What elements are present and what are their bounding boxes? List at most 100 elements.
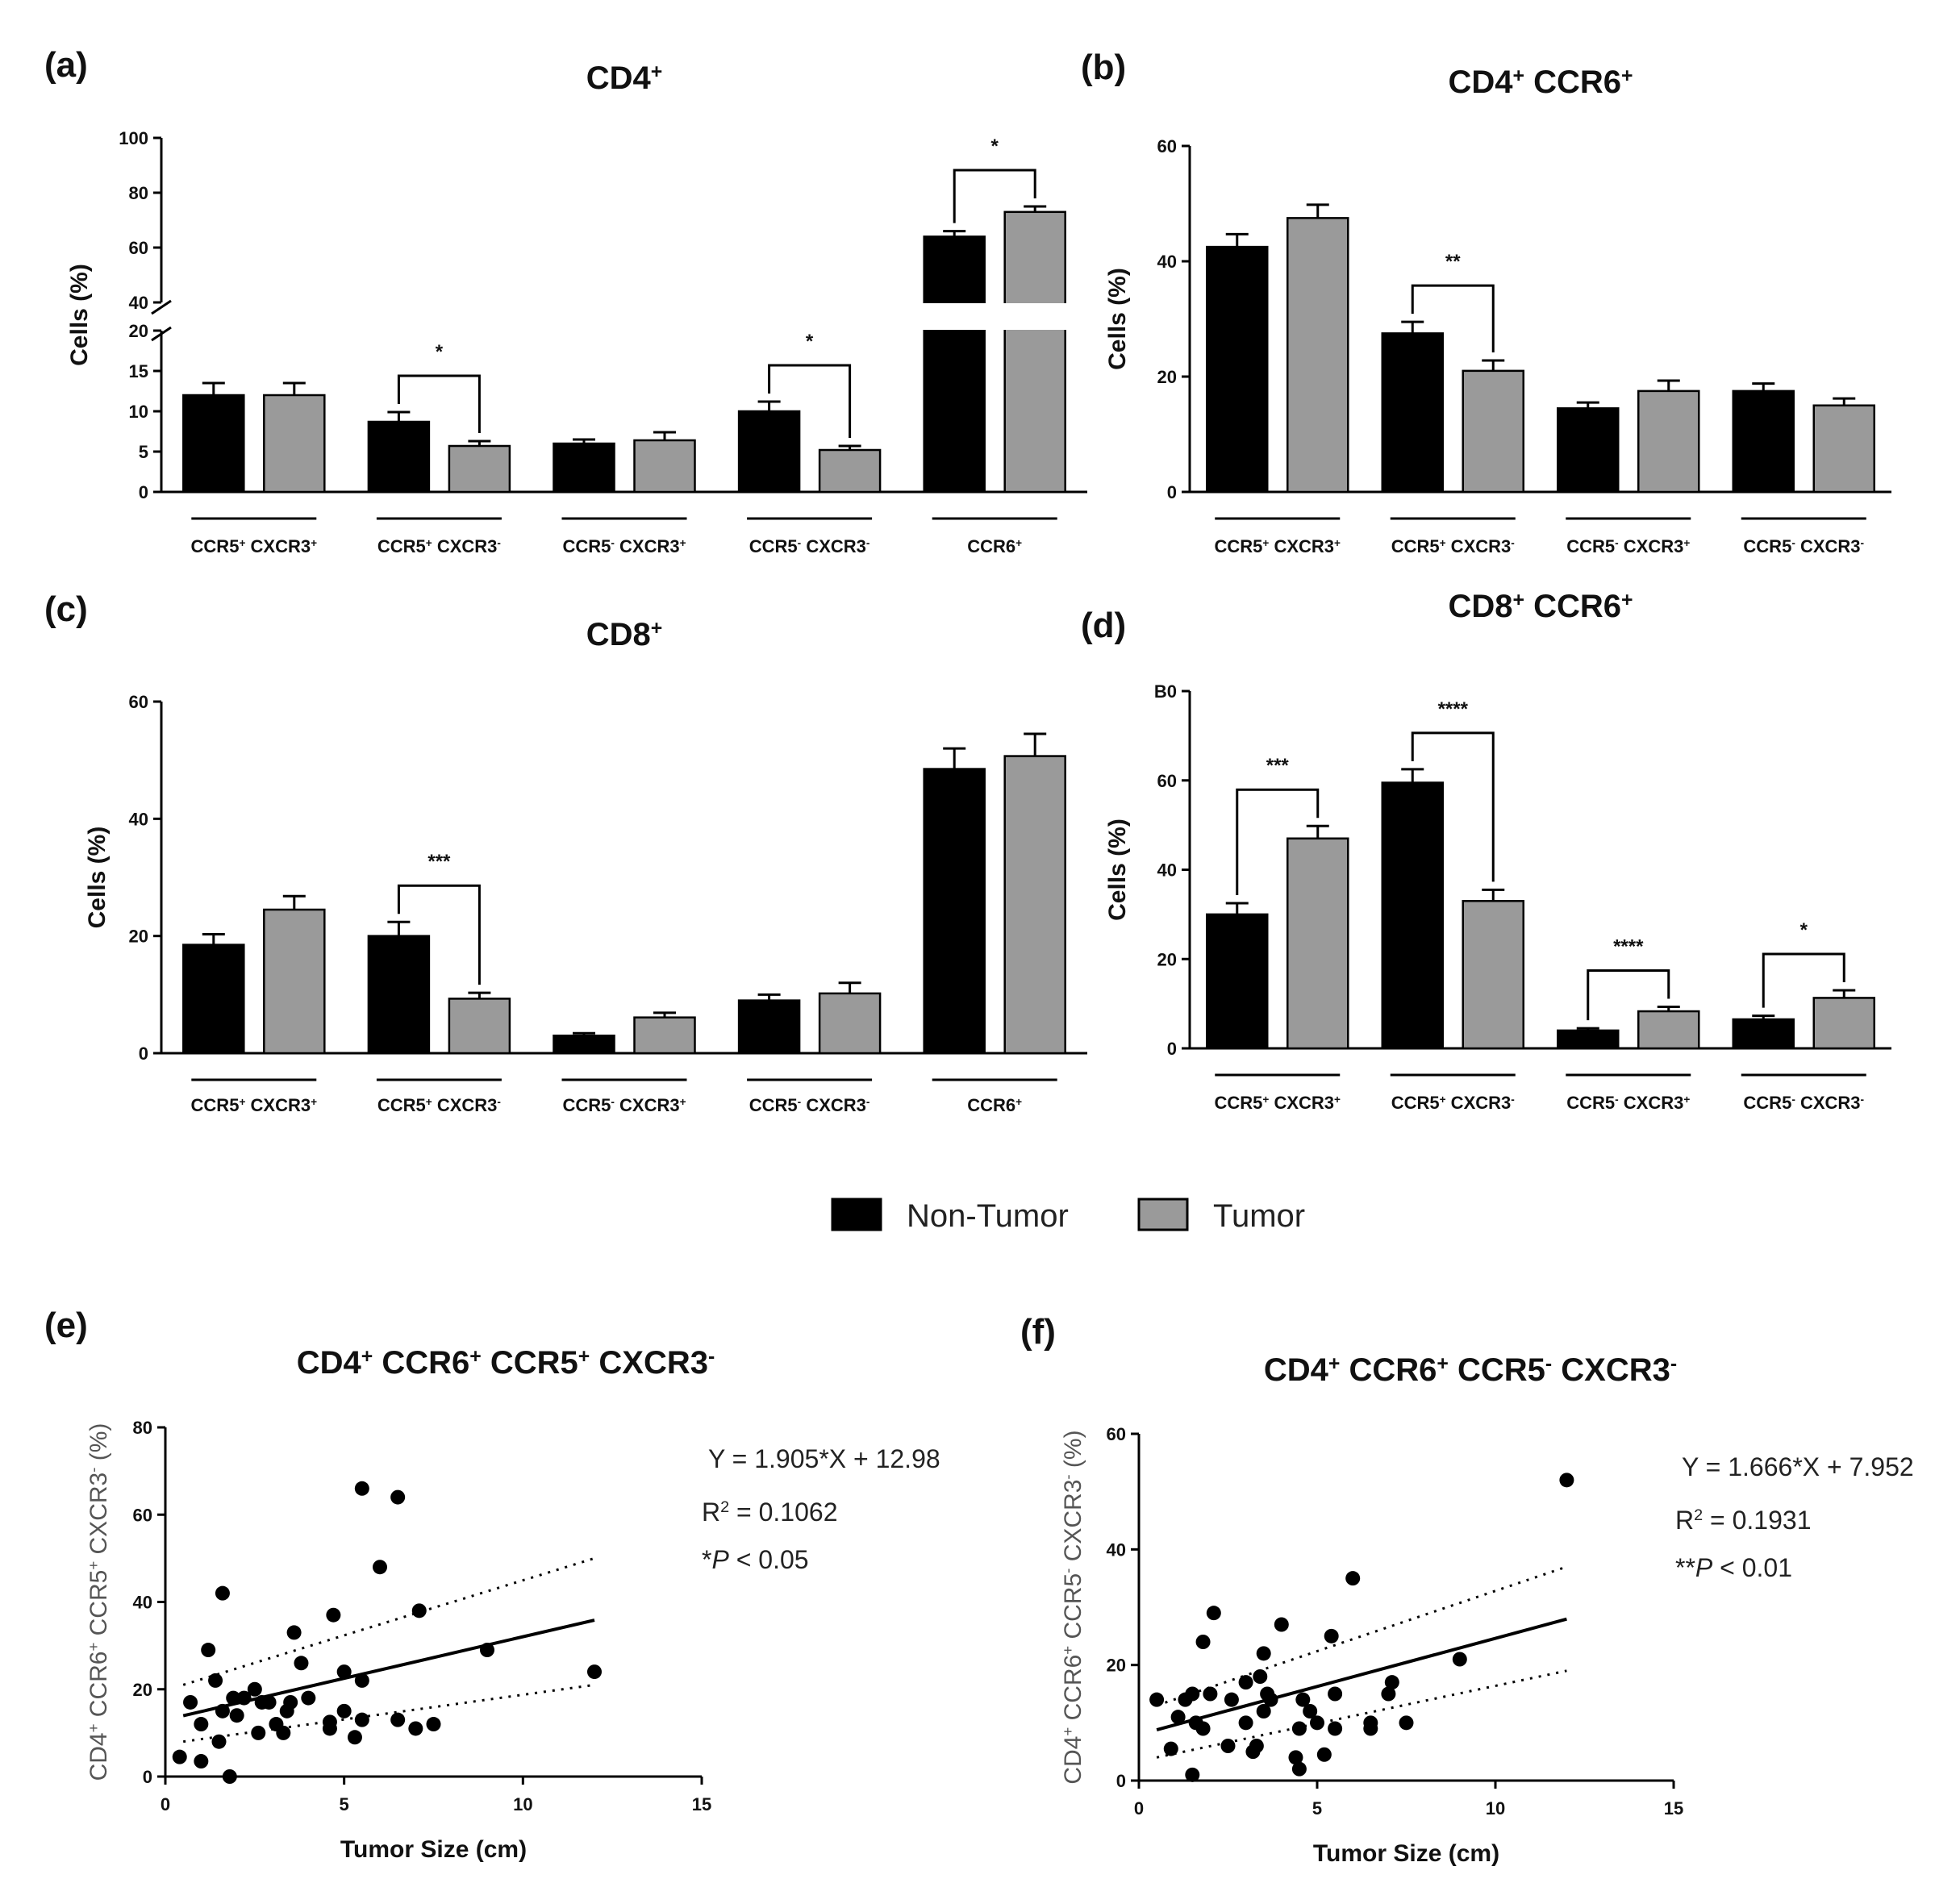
scatter-point [390,1712,406,1727]
scatter-point [1381,1686,1396,1702]
panel-e-y-axis-label-part: CXCR3 [85,1473,112,1561]
group-label-part: CXCR3 [245,1095,311,1115]
scatter-point [1238,1675,1253,1690]
panel-f-y-axis-label-part: CD4 [1060,1736,1086,1785]
group-label-sup: - [866,537,870,549]
panel-f-title-sup: - [1670,1353,1677,1375]
group-label-sup: + [1334,1094,1341,1106]
scatter-point [1203,1686,1218,1702]
y-tick-label: 20 [129,927,148,947]
r2-part: R [702,1498,720,1527]
scatter-point [1345,1571,1361,1586]
scatter-point [201,1643,216,1658]
scatter-point [587,1664,602,1680]
group-label-sup: + [311,1096,317,1108]
scatter-point [247,1681,262,1697]
title-part: CD8 [1448,589,1512,624]
y-tick-label: B0 [1154,681,1177,702]
panel-c-label: (c) [44,589,88,629]
group-label-sup: + [426,1096,432,1108]
scatter-point [1220,1739,1236,1753]
x-tick-label: 5 [1312,1798,1322,1818]
group-label-part: CXCR3 [615,1095,680,1115]
group-label-sup: - [798,1096,802,1108]
p-part: < 0.01 [1712,1553,1792,1582]
group-label-sup: - [611,537,615,549]
group-label-part: CXCR3 [1446,536,1512,556]
group-label-sup: + [1440,537,1446,549]
r2-part: = 0.1931 [1703,1506,1811,1535]
axis-break-gap [920,303,1069,330]
scatter-point [1195,1721,1211,1736]
group-label-part: CXCR3 [432,536,498,556]
panel-e-title-sup: + [361,1346,373,1368]
scatter-point [283,1694,298,1710]
group-label: CCR5- CXCR3+ [1566,536,1690,556]
r2-part: R [1675,1506,1694,1535]
scatter-point [251,1725,266,1740]
scatter-point [172,1749,187,1764]
panel-a-title: CD4+ [586,60,663,96]
r2-sup: 2 [1694,1506,1703,1524]
bar-tumor [1287,217,1349,494]
bar-tumor [1812,997,1875,1050]
p-part: ** [1675,1553,1695,1582]
panel-f-title-sup: + [1328,1353,1340,1375]
y-tick-label: 0 [139,1044,148,1064]
group-label-part: CXCR3 [1446,1093,1512,1113]
y-tick-label: 60 [1157,136,1177,156]
y-tick-label: 60 [129,238,148,258]
significance-label: *** [1266,755,1290,777]
scatter-point [1399,1715,1414,1731]
panel-a-y-axis-label: Cells (%) [66,264,93,366]
scatter-point [326,1607,341,1623]
panel-d-label: (d) [1081,606,1126,645]
title-part: CCR6 [1524,589,1621,624]
group-label-sup: - [1861,1094,1865,1106]
panel-e-y-axis-label-sup: + [85,1724,102,1733]
p-value: **P < 0.01 [1675,1553,1792,1582]
r-squared: R2 = 0.1931 [1675,1506,1811,1535]
legend-swatch-non-tumor [831,1198,882,1231]
scatter-point [226,1690,241,1706]
x-tick-label: 5 [340,1794,349,1814]
legend-label: Tumor [1213,1198,1305,1234]
y-tick-label: 0 [1116,1771,1126,1791]
group-label-sup: + [1262,537,1269,549]
panel-e-title-sup: + [578,1346,590,1368]
scatter-point [208,1673,223,1688]
group-label: CCR5- CXCR3- [1743,1093,1864,1113]
bar-non-tumor [923,235,986,494]
bar-non-tumor [182,394,245,494]
group-label-part: CCR5 [1566,1093,1615,1113]
panel-f-y-axis-label-part: CCR6 [1060,1655,1086,1727]
panel-f-title: CD4+ CCR6+ CCR5- CXCR3- [1264,1352,1677,1388]
significance-label: **** [1438,698,1469,720]
scatter-point [1291,1761,1307,1777]
scatter-point [480,1643,494,1658]
y-tick-label: 10 [129,402,148,422]
y-tick-label: 60 [133,1505,152,1525]
group-label: CCR5- CXCR3+ [1566,1093,1690,1113]
group-label: CCR5- CXCR3+ [562,1095,686,1115]
panel-f-x-axis-label: Tumor Size (cm) [1313,1840,1499,1867]
panel-f-label: (f) [1020,1312,1056,1352]
confidence-band-upper [1156,1565,1567,1707]
group-label-sup: - [798,537,802,549]
bar-non-tumor [1381,781,1444,1050]
title-sup: + [651,618,662,639]
scatter-point [236,1690,252,1706]
p-italic: P [1695,1553,1713,1582]
r2-sup: 2 [720,1498,729,1516]
group-label-sup: - [1511,1094,1515,1106]
significance-label: * [991,135,999,157]
scatter-point [354,1673,369,1688]
panel-f-y-axis-label-part: CXCR3 [1060,1480,1086,1568]
group-label-sup: - [611,1096,615,1108]
group-label-sup: + [1683,1094,1690,1106]
scatter-point [354,1481,369,1496]
panel-e-title: CD4+ CCR6+ CCR5+ CXCR3- [297,1345,715,1381]
significance-bracket [1587,969,1670,1021]
scatter-point [1452,1652,1467,1667]
title-sup: + [1513,65,1524,87]
